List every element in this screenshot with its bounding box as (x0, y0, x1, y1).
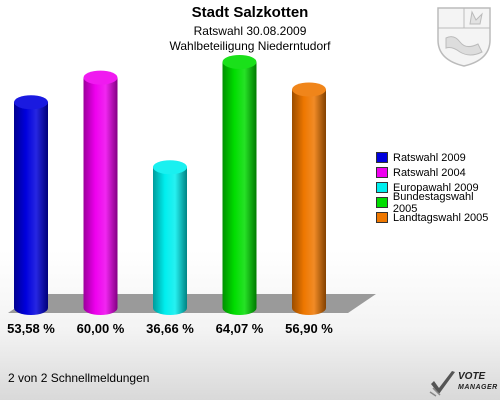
bar-body (153, 167, 187, 315)
bar-value-label: 60,00 % (77, 321, 125, 336)
legend-item: Landtagswahl 2005 (376, 210, 500, 225)
coat-of-arms-icon (437, 7, 491, 67)
bar-top (14, 95, 48, 110)
legend-swatch (376, 212, 388, 223)
chart-bar (83, 70, 118, 316)
vote-manager-logo: VOTE MANAGER (428, 368, 498, 398)
footer-text: 2 von 2 Schnellmeldungen (8, 371, 150, 385)
bar-value-label: 56,90 % (285, 321, 333, 336)
bar-body (83, 77, 118, 316)
bar-value-label: 64,07 % (216, 321, 264, 336)
chart-title: Stadt Salzkotten (191, 4, 309, 21)
legend-swatch (376, 197, 388, 208)
legend-swatch (376, 167, 388, 178)
chart-location: Wahlbeteiligung Niederntudorf (169, 39, 331, 53)
bar-value-label: 53,58 % (7, 321, 55, 336)
legend-item: Ratswahl 2004 (376, 165, 500, 180)
legend-label: Europawahl 2009 (393, 181, 479, 194)
chart-bar (14, 95, 48, 315)
legend-swatch (376, 182, 388, 193)
checkmark-icon (429, 371, 455, 397)
legend-item: Ratswahl 2009 (376, 150, 500, 165)
bar-top (222, 54, 257, 69)
bar-body (14, 102, 48, 315)
brand-line-1: VOTE (458, 371, 486, 382)
bar-body (292, 89, 326, 315)
legend-item: Bundestagswahl 2005 (376, 191, 500, 215)
chart-legend: Ratswahl 2009 Ratswahl 2004 Europawahl 2… (376, 150, 500, 225)
bar-body (222, 61, 257, 316)
bar-top (153, 160, 187, 175)
legend-item: Europawahl 2009 (376, 180, 500, 195)
bar-top (83, 70, 118, 85)
legend-swatch (376, 152, 388, 163)
chart-bar (292, 82, 326, 315)
brand-text: VOTE MANAGER (458, 371, 498, 393)
chart-subtitle: Ratswahl 30.08.2009 (193, 24, 307, 38)
bar-value-label: 36,66 % (146, 321, 194, 336)
legend-label: Ratswahl 2004 (393, 166, 466, 179)
legend-label: Landtagswahl 2005 (393, 211, 489, 224)
chart-bar (222, 54, 257, 316)
bar-top (292, 82, 326, 97)
legend-label: Bundestagswahl 2005 (392, 190, 474, 215)
legend-label: Ratswahl 2009 (393, 151, 466, 164)
brand-line-2: MANAGER (458, 384, 498, 391)
chart-bar (153, 160, 187, 315)
